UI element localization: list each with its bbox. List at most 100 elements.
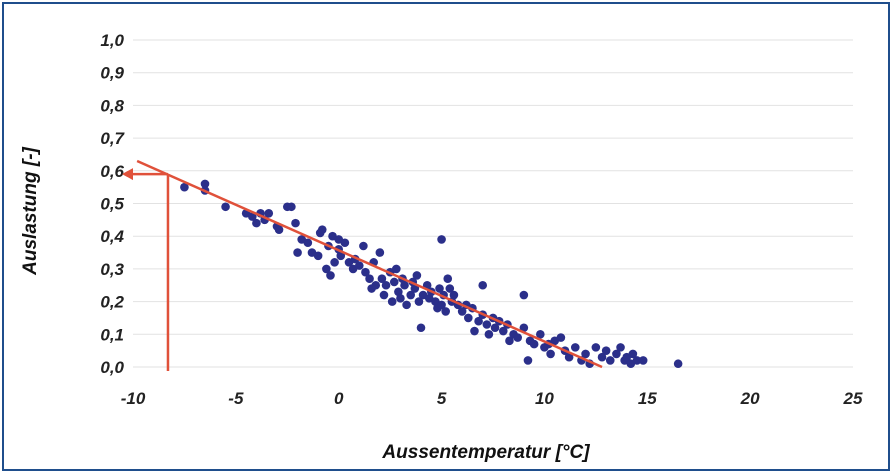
data-point <box>200 179 210 189</box>
data-point <box>303 238 313 248</box>
data-point <box>519 290 529 300</box>
data-point <box>371 280 381 290</box>
annotation-arrow <box>122 168 170 371</box>
data-point <box>616 343 625 352</box>
data-point <box>322 264 331 274</box>
data-point <box>313 251 323 261</box>
data-point <box>605 356 615 365</box>
data-point <box>484 330 494 339</box>
trend-line <box>136 159 603 369</box>
data-point <box>317 225 327 234</box>
data-point <box>248 212 257 221</box>
data-point <box>221 202 230 212</box>
data-point <box>252 218 261 228</box>
data-point <box>612 349 621 359</box>
data-point <box>498 326 508 336</box>
data-point <box>591 343 601 352</box>
data-point <box>437 300 446 310</box>
data-point <box>410 284 420 293</box>
data-point <box>597 352 607 362</box>
data-point <box>441 307 450 316</box>
data-point <box>414 297 424 306</box>
data-point <box>394 287 403 297</box>
y-tick-label: 0,9 <box>100 64 124 83</box>
data-point <box>523 356 533 365</box>
y-tick-labels: 0,0 0,1 0,2 0,3 0,4 0,5 0,6 0,7 0,8 0,9 1,0 <box>100 31 125 377</box>
data-point <box>326 271 335 280</box>
gridlines <box>133 39 853 368</box>
data-point <box>336 251 346 261</box>
y-tick-label: 0,7 <box>100 129 125 148</box>
data-point <box>601 346 611 355</box>
data-point <box>505 336 514 346</box>
data-point <box>340 238 350 248</box>
arrow-head <box>122 168 133 181</box>
x-tick-label: -10 <box>121 389 146 408</box>
annotations <box>122 159 603 371</box>
data-point <box>490 323 500 333</box>
data-point <box>449 290 459 300</box>
y-tick-label: 0,3 <box>100 260 124 279</box>
x-tick-label: 15 <box>638 389 657 408</box>
data-point <box>359 241 368 251</box>
y-tick-label: 0,8 <box>100 96 124 115</box>
x-tick-label: -5 <box>228 389 244 408</box>
data-point <box>379 290 389 300</box>
data-point <box>638 356 648 365</box>
data-point <box>264 209 274 218</box>
x-axis-title: Aussentemperatur [°C] <box>381 442 590 463</box>
y-tick-label: 1,0 <box>100 31 124 50</box>
data-point <box>416 323 426 333</box>
data-points <box>180 179 683 369</box>
data-point <box>632 356 642 365</box>
data-point <box>445 284 455 293</box>
data-point <box>375 248 385 257</box>
data-point <box>482 320 492 329</box>
data-point <box>361 267 370 277</box>
data-point <box>435 284 444 293</box>
data-point <box>381 280 391 290</box>
y-tick-label: 0,5 <box>100 195 124 214</box>
data-point <box>437 235 446 244</box>
data-point <box>478 280 488 290</box>
data-point <box>406 290 416 300</box>
data-point <box>457 307 467 316</box>
x-tick-labels: -10 -5 0 5 10 15 20 25 <box>121 389 863 408</box>
data-point <box>519 323 529 333</box>
data-point <box>400 280 409 290</box>
data-point <box>377 274 387 284</box>
data-point <box>470 326 479 336</box>
x-tick-label: 25 <box>843 389 863 408</box>
data-point <box>396 294 405 303</box>
data-point <box>628 349 638 359</box>
data-point <box>443 274 453 284</box>
data-point <box>293 248 302 257</box>
data-point <box>180 182 189 192</box>
data-point <box>392 264 401 274</box>
data-point <box>564 352 574 362</box>
x-tick-label: 0 <box>334 389 344 408</box>
data-point <box>365 274 374 284</box>
data-point <box>464 313 473 323</box>
data-point <box>291 218 300 228</box>
data-point <box>389 277 399 287</box>
data-point <box>513 333 522 342</box>
data-point <box>402 300 411 310</box>
y-tick-label: 0,2 <box>100 293 124 312</box>
y-tick-label: 0,0 <box>100 358 124 377</box>
x-tick-label: 5 <box>437 389 447 408</box>
data-point <box>546 349 555 359</box>
data-point <box>354 261 364 270</box>
y-tick-label: 0,1 <box>100 325 124 344</box>
data-point <box>556 333 566 342</box>
y-tick-label: 0,6 <box>100 162 124 181</box>
data-point <box>581 349 590 359</box>
x-tick-label: 10 <box>535 389 554 408</box>
data-point <box>570 343 580 352</box>
data-point <box>412 271 422 280</box>
data-point <box>387 297 397 306</box>
x-tick-label: 20 <box>740 389 760 408</box>
data-point <box>536 330 545 339</box>
data-point <box>287 202 296 212</box>
